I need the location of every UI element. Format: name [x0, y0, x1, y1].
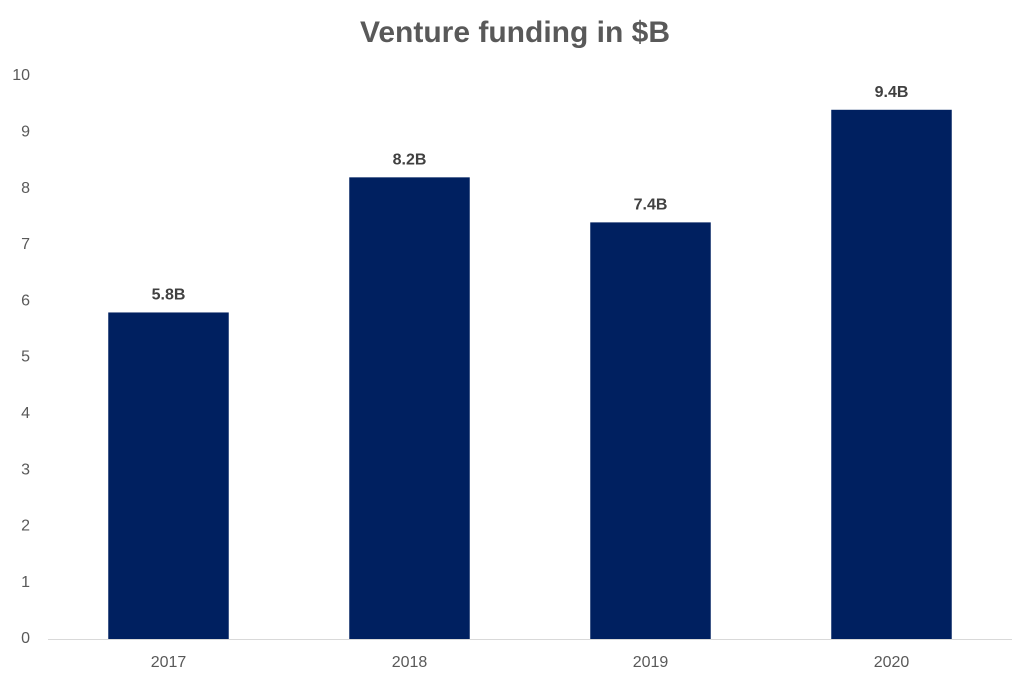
bar — [831, 109, 952, 639]
y-tick-label: 6 — [21, 292, 30, 309]
y-tick-label: 2 — [21, 518, 30, 535]
bar — [108, 312, 229, 639]
x-tick-label: 2017 — [151, 654, 187, 671]
x-tick-label: 2020 — [874, 654, 910, 671]
y-tick-label: 7 — [21, 236, 30, 253]
y-tick-label: 1 — [21, 574, 30, 591]
bar — [349, 177, 470, 639]
y-tick-label: 0 — [21, 630, 30, 647]
value-label: 7.4B — [634, 197, 668, 214]
x-tick-label: 2018 — [392, 654, 428, 671]
value-label: 5.8B — [152, 287, 186, 304]
y-tick-label: 4 — [21, 405, 30, 422]
y-tick-label: 9 — [21, 124, 30, 141]
value-label: 8.2B — [393, 152, 427, 169]
chart-title: Venture funding in $B — [360, 16, 670, 49]
y-tick-label: 10 — [12, 67, 30, 84]
x-tick-label: 2019 — [633, 654, 669, 671]
value-label: 9.4B — [875, 84, 909, 101]
y-tick-label: 8 — [21, 180, 30, 197]
y-tick-label: 5 — [21, 349, 30, 366]
y-tick-label: 3 — [21, 461, 30, 478]
bar — [590, 222, 711, 639]
